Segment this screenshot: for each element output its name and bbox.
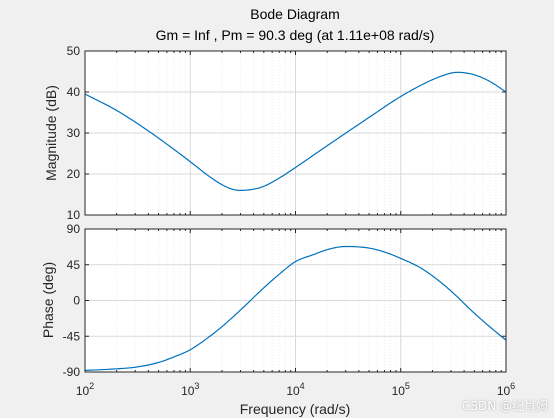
- phase-xtick-label: 103: [181, 381, 199, 398]
- chart-title: Bode Diagram: [250, 6, 340, 22]
- phase-xtick-label: 105: [392, 381, 410, 398]
- magnitude-ytick-label: 10: [67, 208, 81, 222]
- magnitude-ytick-label: 20: [67, 167, 81, 181]
- magnitude-ytick-label: 50: [67, 44, 81, 58]
- phase-axes: -90 -45 0 45 90 102 103 104 105 106: [63, 222, 516, 398]
- phase-ylabel: Phase (deg): [40, 262, 56, 338]
- magnitude-ylabel: Magnitude (dB): [43, 85, 59, 181]
- watermark: CSDN @纪肖姆: [461, 399, 548, 413]
- magnitude-ytick-label: 30: [67, 126, 81, 140]
- phase-ytick-label: -45: [63, 329, 81, 343]
- magnitude-axes: 10 20 30 40 50: [67, 44, 507, 222]
- phase-xtick-label: 102: [76, 381, 94, 398]
- phase-xtick-label: 104: [286, 381, 304, 398]
- phase-ytick-label: 0: [73, 294, 80, 308]
- phase-series-line: [84, 245, 507, 372]
- chart-subtitle: Gm = Inf , Pm = 90.3 deg (at 1.11e+08 ra…: [156, 27, 435, 43]
- frequency-xlabel: Frequency (rad/s): [240, 401, 350, 417]
- magnitude-axes-box: [84, 50, 507, 216]
- phase-axes-box: [84, 228, 507, 373]
- phase-ytick-label: 90: [67, 222, 81, 236]
- phase-xtick-label: 106: [497, 381, 515, 398]
- magnitude-series-line: [84, 71, 507, 192]
- phase-ytick-label: -90: [63, 365, 81, 379]
- magnitude-ytick-label: 40: [67, 85, 81, 99]
- phase-ytick-label: 45: [67, 258, 81, 272]
